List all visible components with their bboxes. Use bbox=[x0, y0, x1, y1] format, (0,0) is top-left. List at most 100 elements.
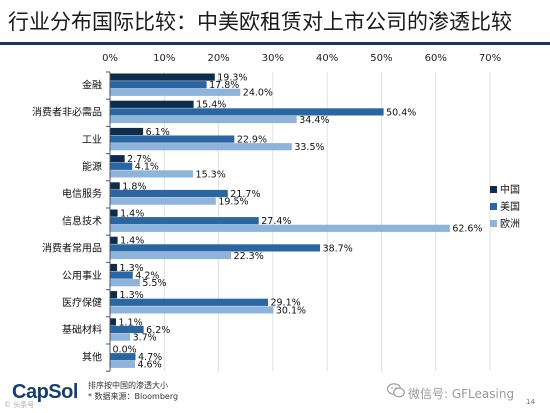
wechat-icon bbox=[387, 383, 405, 398]
category-label: 其他 bbox=[82, 350, 102, 363]
axes bbox=[106, 71, 111, 372]
data-label: 4.7% bbox=[138, 352, 162, 363]
bar bbox=[110, 244, 321, 252]
data-label: 1.1% bbox=[118, 317, 142, 328]
data-label: 5.5% bbox=[142, 278, 166, 289]
legend-swatch bbox=[490, 186, 497, 193]
data-label: 34.4% bbox=[299, 115, 329, 126]
title-underline bbox=[0, 42, 550, 45]
bar bbox=[110, 298, 268, 306]
category-label: 基础材料 bbox=[62, 323, 102, 336]
data-label: 15.3% bbox=[196, 169, 226, 180]
data-label: 21.7% bbox=[230, 189, 260, 200]
legend-swatch bbox=[490, 220, 497, 227]
chart-title: 行业分布国际比较：中美欧租赁对上市公司的渗透比较 bbox=[8, 10, 512, 34]
bar bbox=[110, 263, 118, 272]
category-label: 金融 bbox=[82, 78, 102, 91]
bar bbox=[110, 360, 135, 368]
bar bbox=[110, 318, 116, 326]
data-label: 22.9% bbox=[237, 135, 267, 146]
data-label: 4.2% bbox=[135, 271, 159, 282]
bar bbox=[110, 155, 125, 163]
x-axis-ticks: 0% 10% 20% 30% 40% 50% 60% 70% bbox=[102, 53, 501, 64]
x-tick-label: 10% bbox=[153, 53, 175, 64]
category-label: 工业 bbox=[82, 134, 102, 146]
source-note: * 数据来源：Bloomberg bbox=[88, 392, 179, 401]
x-tick-label: 40% bbox=[316, 53, 338, 64]
bar bbox=[110, 170, 194, 178]
data-label: 3.7% bbox=[133, 333, 157, 344]
bar bbox=[110, 108, 384, 116]
category-label: 医疗保健 bbox=[62, 296, 102, 309]
data-label: 62.6% bbox=[452, 224, 482, 235]
data-label: 24.0% bbox=[243, 88, 273, 99]
category-label: 能源 bbox=[82, 160, 102, 173]
data-label: 38.7% bbox=[323, 243, 353, 254]
bar bbox=[110, 209, 118, 217]
bar bbox=[110, 143, 292, 151]
data-label: 50.4% bbox=[386, 107, 416, 118]
data-label: 22.3% bbox=[234, 251, 264, 262]
data-label: 4.6% bbox=[137, 360, 161, 371]
data-label: 1.8% bbox=[122, 181, 146, 192]
bar bbox=[110, 279, 140, 287]
x-tick-label: 30% bbox=[262, 53, 284, 64]
data-label: 19.5% bbox=[218, 197, 248, 208]
legend-swatch bbox=[490, 203, 497, 210]
data-label: 17.8% bbox=[209, 80, 239, 91]
bar bbox=[110, 271, 133, 279]
legend-label: 中国 bbox=[500, 183, 520, 196]
data-label: 29.1% bbox=[270, 298, 300, 309]
watermark: © 头条号 bbox=[4, 401, 35, 409]
data-label: 4.1% bbox=[135, 162, 159, 173]
bar bbox=[110, 306, 274, 314]
bar bbox=[110, 189, 228, 198]
x-tick-label: 50% bbox=[370, 53, 392, 64]
bar bbox=[110, 182, 120, 190]
legend-label: 欧洲 bbox=[500, 218, 520, 230]
data-label: 15.4% bbox=[196, 100, 226, 111]
data-label: 1.4% bbox=[120, 236, 144, 247]
bar bbox=[110, 197, 216, 205]
data-label: 6.1% bbox=[146, 127, 170, 138]
data-label: 19.3% bbox=[217, 73, 247, 84]
data-label: 2.7% bbox=[127, 154, 151, 165]
bars bbox=[110, 73, 450, 368]
category-label: 信息技术 bbox=[62, 214, 102, 227]
x-tick-label: 60% bbox=[425, 53, 447, 64]
sort-note: 排序按中国的渗透大小 bbox=[88, 381, 168, 390]
bar bbox=[110, 236, 118, 244]
data-label: 33.5% bbox=[294, 142, 324, 153]
category-label: 消费者非必需品 bbox=[32, 106, 102, 119]
bar bbox=[110, 251, 232, 260]
data-label: 27.4% bbox=[261, 216, 291, 227]
data-label: 1.3% bbox=[120, 290, 144, 301]
bar bbox=[110, 217, 259, 225]
bar bbox=[110, 88, 241, 96]
bar bbox=[110, 115, 297, 124]
category-label: 公用事业 bbox=[62, 269, 102, 282]
category-label: 电信服务 bbox=[62, 187, 102, 200]
data-label: 1.3% bbox=[120, 263, 144, 274]
bar bbox=[110, 81, 207, 89]
data-label: 1.4% bbox=[120, 209, 144, 220]
wechat-id: 微信号: GFLeasing bbox=[408, 387, 515, 401]
bar bbox=[110, 135, 235, 143]
bar bbox=[110, 73, 215, 81]
data-labels: 19.3%17.8% 24.0% 15.4% 50.4% 34.4% 6.1% 22.9% 3… bbox=[113, 73, 483, 371]
bar bbox=[110, 162, 133, 170]
category-labels: 金融消费者非必需品工业能源电信服务信息技术消费者常用品公用事业医疗保健基础材料其… bbox=[32, 78, 102, 363]
bar bbox=[110, 325, 144, 334]
page-number: 14 bbox=[526, 398, 535, 406]
data-label: 6.2% bbox=[146, 325, 170, 336]
data-label: 0.0% bbox=[113, 345, 137, 356]
data-label: 30.1% bbox=[276, 305, 306, 316]
capsol-logo: CapSol bbox=[12, 381, 78, 403]
category-label: 消费者常用品 bbox=[42, 242, 102, 255]
x-tick-label: 0% bbox=[102, 53, 118, 64]
legend-label: 美国 bbox=[500, 200, 520, 213]
bar bbox=[110, 100, 194, 108]
footer-note: 排序按中国的渗透大小 * 数据来源：Bloomberg bbox=[88, 380, 178, 402]
